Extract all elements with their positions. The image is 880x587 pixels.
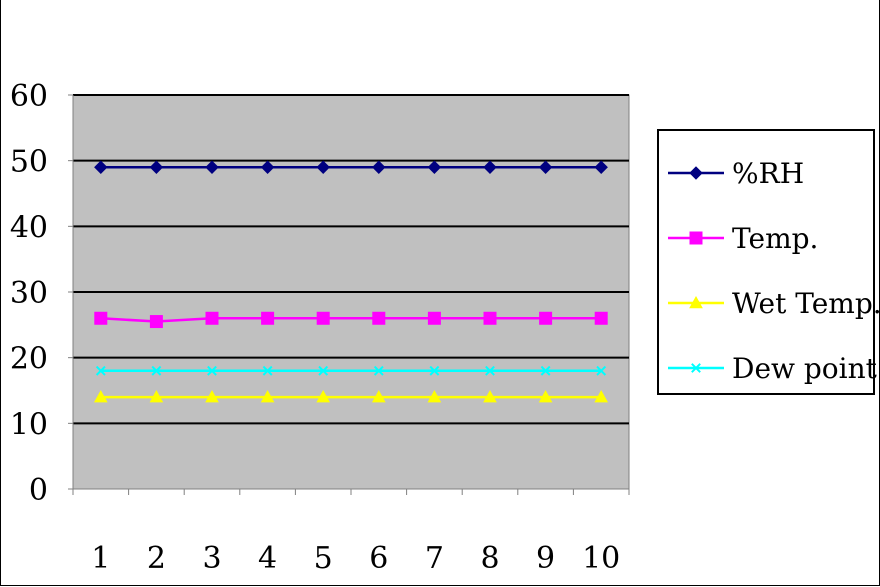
series-line-1 [100, 317, 602, 323]
series-group [93, 160, 609, 403]
y-tick-label-0: 0 [29, 473, 48, 508]
series-1-point-8 [539, 311, 553, 325]
series-1-point-2 [205, 311, 219, 325]
series-0-point-0 [94, 160, 108, 174]
x-tick-label-8: 8 [480, 541, 499, 576]
x-tick-label-3: 3 [202, 541, 221, 576]
series-2 [93, 390, 609, 403]
series-2-point-4 [316, 390, 331, 403]
series-0-point-6 [427, 160, 442, 174]
y-tick-label-20: 20 [10, 342, 48, 377]
series-2-point-1 [149, 390, 164, 403]
series-1 [94, 311, 608, 329]
legend-label-3: Dew point [732, 352, 878, 385]
series-2-point-0 [93, 390, 108, 403]
series-3-point-1 [151, 365, 162, 376]
legend-label-1: Temp. [732, 222, 818, 255]
series-0-point-2 [205, 160, 219, 174]
series-3-point-7 [485, 365, 495, 376]
series-1-point-7 [483, 311, 497, 325]
legend: %RH Temp. Wet Temp. Dew point [657, 129, 880, 395]
legend-item-3: Dew point [668, 352, 878, 385]
series-2-point-6 [427, 390, 442, 403]
x-tick-label-9: 9 [536, 541, 555, 576]
series-3-point-5 [373, 365, 384, 376]
y-tick-label-60: 60 [10, 79, 48, 114]
series-0-point-8 [538, 160, 553, 174]
x-tick-label-5: 5 [314, 541, 333, 576]
y-axis-ticks: 0 10 20 30 40 50 60 [10, 79, 73, 508]
series-1-point-0 [94, 311, 108, 325]
series-2-point-9 [594, 390, 609, 403]
series-0-point-3 [260, 160, 275, 174]
series-3-point-2 [207, 365, 217, 376]
x-tick-label-1: 1 [91, 541, 110, 576]
y-tick-label-10: 10 [10, 407, 48, 442]
series-0 [94, 160, 608, 174]
y-tick-label-50: 50 [10, 145, 48, 180]
series-2-point-7 [483, 390, 497, 403]
series-1-point-5 [372, 311, 386, 325]
x-tick-label-7: 7 [425, 541, 444, 576]
series-2-point-5 [371, 390, 386, 403]
legend-item-2: Wet Temp. [668, 287, 880, 320]
series-1-point-6 [427, 311, 441, 325]
x-axis-ticks: 1 2 3 4 5 6 7 8 9 10 [72, 489, 630, 576]
legend-item-0: %RH [668, 157, 804, 190]
series-2-point-2 [205, 390, 219, 403]
series-1-point-3 [261, 311, 275, 325]
legend-label-0: %RH [732, 157, 804, 190]
x-tick-label-6: 6 [369, 541, 388, 576]
series-0-point-1 [149, 160, 164, 174]
series-0-point-9 [594, 160, 608, 174]
legend-swatch-marker-2 [689, 295, 703, 309]
y-tick-label-30: 30 [10, 276, 48, 311]
x-tick-label-10: 10 [582, 541, 620, 576]
series-0-point-5 [372, 160, 386, 174]
series-1-point-4 [316, 311, 330, 325]
series-1-point-1 [149, 315, 163, 329]
series-3-point-3 [262, 365, 273, 376]
series-3-point-4 [318, 365, 329, 376]
series-3 [95, 365, 607, 376]
series-3-point-9 [596, 365, 607, 376]
legend-swatch-marker-3 [691, 363, 701, 373]
x-tick-label-2: 2 [147, 541, 166, 576]
legend-box [657, 129, 875, 395]
x-tick-label-4: 4 [258, 541, 277, 576]
series-2-point-8 [538, 390, 553, 403]
series-2-point-3 [260, 390, 275, 403]
legend-item-1: Temp. [668, 222, 818, 255]
legend-swatch-marker-1 [689, 231, 703, 245]
series-3-point-6 [429, 365, 440, 376]
legend-label-2: Wet Temp. [732, 287, 880, 320]
gridlines [73, 94, 629, 425]
legend-swatch-marker-0 [689, 166, 703, 180]
series-3-point-8 [540, 365, 551, 376]
series-0-point-7 [483, 160, 497, 174]
series-1-point-9 [594, 311, 608, 325]
series-0-point-4 [316, 160, 330, 174]
y-tick-label-40: 40 [10, 210, 48, 245]
series-3-point-0 [95, 365, 106, 376]
